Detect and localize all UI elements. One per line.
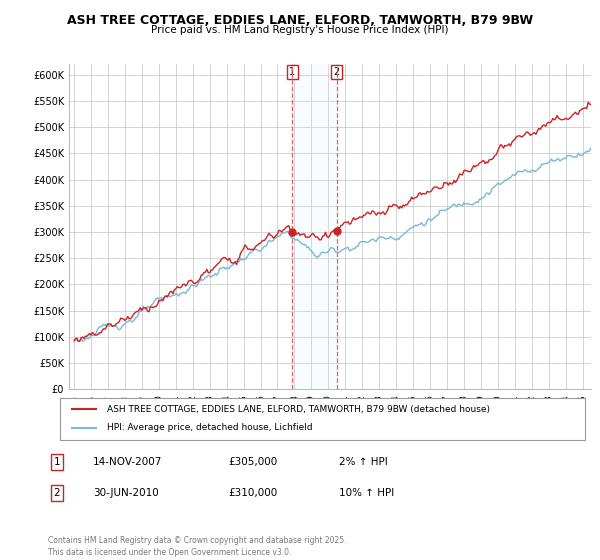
- Text: 1: 1: [289, 67, 295, 77]
- Text: 30-JUN-2010: 30-JUN-2010: [93, 488, 159, 498]
- Text: HPI: Average price, detached house, Lichfield: HPI: Average price, detached house, Lich…: [107, 423, 313, 432]
- Text: 2% ↑ HPI: 2% ↑ HPI: [339, 457, 388, 467]
- Text: Contains HM Land Registry data © Crown copyright and database right 2025.
This d: Contains HM Land Registry data © Crown c…: [48, 536, 347, 557]
- Text: 14-NOV-2007: 14-NOV-2007: [93, 457, 163, 467]
- Text: 10% ↑ HPI: 10% ↑ HPI: [339, 488, 394, 498]
- Text: ASH TREE COTTAGE, EDDIES LANE, ELFORD, TAMWORTH, B79 9BW: ASH TREE COTTAGE, EDDIES LANE, ELFORD, T…: [67, 14, 533, 27]
- Bar: [292, 64, 337, 389]
- Text: £310,000: £310,000: [228, 488, 277, 498]
- Text: ASH TREE COTTAGE, EDDIES LANE, ELFORD, TAMWORTH, B79 9BW (detached house): ASH TREE COTTAGE, EDDIES LANE, ELFORD, T…: [107, 405, 490, 414]
- Text: £305,000: £305,000: [228, 457, 277, 467]
- Text: 2: 2: [334, 67, 340, 77]
- Text: Price paid vs. HM Land Registry's House Price Index (HPI): Price paid vs. HM Land Registry's House …: [151, 25, 449, 35]
- Text: 1: 1: [53, 457, 61, 467]
- Text: 2: 2: [53, 488, 61, 498]
